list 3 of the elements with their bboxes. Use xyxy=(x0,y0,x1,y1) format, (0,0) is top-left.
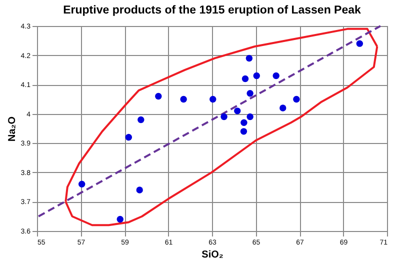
x-axis-title: SiO₂ xyxy=(202,250,224,260)
chart-title: Eruptive products of the 1915 eruption of Lassen Peak xyxy=(63,4,362,16)
y-axis-title: Na₂O xyxy=(6,116,18,142)
